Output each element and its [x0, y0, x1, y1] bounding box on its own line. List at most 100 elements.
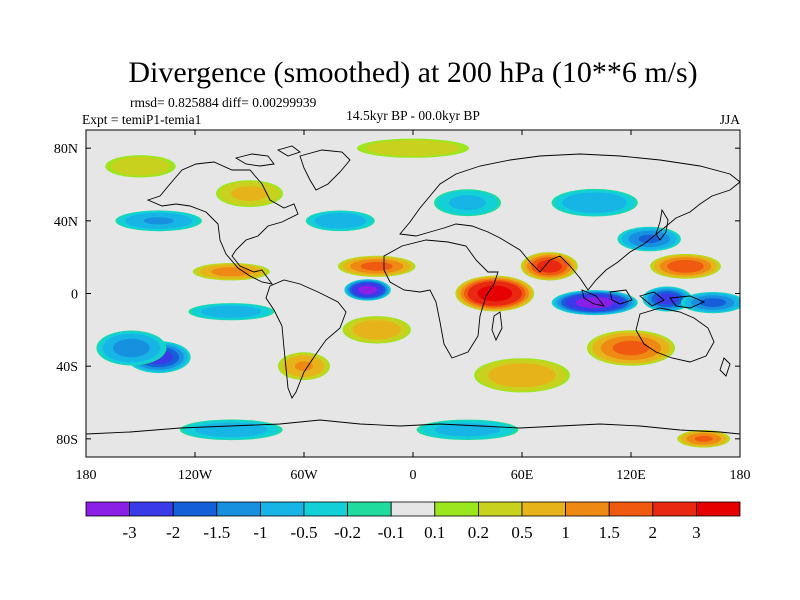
colorbar-swatch — [521, 501, 566, 517]
season-label: JJA — [720, 112, 741, 127]
y-tick-label: 40N — [54, 215, 78, 230]
colorbar: -3 -2 -1.5 -1 -0.5 -0.2 -0.1 0.1 0.2 0.5 1 1.5 2 3 — [85, 501, 741, 542]
contour-level — [110, 156, 171, 176]
colorbar-label: 1.5 — [599, 523, 620, 542]
colorbar-swatch — [303, 501, 348, 517]
divergence-feature — [96, 330, 167, 366]
stats-line: rmsd= 0.825884 diff= 0.00299939 — [130, 95, 317, 110]
contour-level — [352, 320, 401, 340]
y-tick-label: 0 — [71, 288, 78, 303]
contour-level — [656, 293, 679, 305]
divergence-feature — [278, 352, 330, 381]
contour-level — [112, 338, 150, 358]
colorbar-swatch — [696, 501, 741, 517]
contour-level — [201, 305, 262, 318]
x-tick-label: 60E — [511, 468, 534, 483]
coastline-north-america — [146, 161, 299, 285]
colorbar-swatch — [129, 501, 174, 517]
contour-level — [612, 340, 650, 356]
divergence-feature — [681, 292, 740, 314]
contour-level — [638, 234, 660, 244]
x-tick-label: 0 — [410, 468, 417, 483]
divergence-feature — [344, 279, 391, 301]
contour-level — [231, 186, 268, 202]
x-tick-label: 180 — [730, 468, 751, 483]
colorbar-label: -0.2 — [334, 523, 361, 542]
coastline-arctic-islands — [234, 145, 301, 167]
coastline-antarctica — [86, 419, 740, 435]
colorbar-label: 3 — [692, 523, 701, 542]
divergence-feature — [192, 263, 270, 281]
divergence-feature — [642, 286, 693, 312]
divergence-feature — [179, 419, 283, 441]
coastline-africa — [383, 239, 499, 359]
contour-level — [699, 298, 726, 307]
colorbar-label: -0.1 — [378, 523, 405, 542]
divergence-feature — [474, 358, 570, 393]
colorbar-swatch — [652, 501, 697, 517]
contour-level — [449, 195, 486, 211]
divergence-feature — [520, 252, 578, 281]
divergence-feature — [105, 155, 176, 178]
coastline-eurasia — [399, 153, 740, 291]
coastline-madagascar — [491, 311, 503, 342]
contour-level — [295, 361, 313, 372]
colorbar-swatch — [216, 501, 261, 517]
colorbar-label: 0.1 — [424, 523, 445, 542]
chart-title: Divergence (smoothed) at 200 hPa (10**6 … — [128, 56, 697, 89]
contour-level — [195, 422, 268, 437]
divergence-feature — [586, 330, 676, 366]
divergence-feature — [357, 138, 469, 158]
colorbar-label: -0.5 — [291, 523, 318, 542]
colorbar-label: -1.5 — [203, 523, 230, 542]
divergence-feature — [305, 210, 375, 232]
contour-level — [477, 285, 513, 302]
divergence-feature — [416, 419, 519, 440]
divergence-feature — [650, 253, 721, 279]
divergence-feature — [434, 189, 501, 217]
divergence-feature — [342, 316, 411, 344]
divergence-feature — [188, 303, 275, 321]
map-background — [86, 130, 740, 457]
divergence-feature — [617, 226, 681, 252]
colorbar-label: 0.5 — [511, 523, 532, 542]
y-tick-label: 80N — [54, 142, 78, 157]
map-area — [86, 130, 740, 457]
colorbar-label: -1 — [253, 523, 267, 542]
colorbar-label: 1 — [561, 523, 570, 542]
divergence-feature — [551, 290, 638, 316]
coastline-australia — [635, 307, 715, 363]
colorbar-label: 0.2 — [468, 523, 489, 542]
contour-level — [536, 260, 562, 273]
y-axis: 80N 40N 0 40S 80S — [54, 142, 740, 448]
contour-level — [667, 259, 704, 273]
y-tick-label: 40S — [56, 360, 78, 375]
coastline-greenland — [299, 149, 351, 191]
divergence-feature — [115, 210, 202, 232]
divergence-feature — [551, 188, 638, 217]
contour-level — [358, 285, 378, 295]
divergence-feature — [216, 180, 283, 208]
colorbar-label: -3 — [123, 523, 137, 542]
coastline-new-zealand — [719, 357, 731, 377]
colorbar-swatch — [477, 501, 523, 517]
colorbar-swatch — [608, 501, 654, 517]
y-tick-label: 80S — [56, 433, 78, 448]
contour-level — [488, 363, 556, 388]
contour-level — [360, 261, 393, 271]
divergence-feature — [677, 430, 731, 448]
colorbar-swatch — [434, 501, 479, 517]
divergence-feature — [337, 255, 416, 277]
contour-level — [562, 192, 627, 213]
contour-level — [143, 217, 174, 225]
colorbar-swatch — [565, 501, 610, 517]
contour-level — [575, 297, 614, 309]
contour-level — [365, 140, 461, 157]
contour-level — [211, 267, 252, 277]
coastline-maritime-continent — [581, 289, 706, 309]
x-tick-label: 120E — [616, 468, 646, 483]
divergence-field — [96, 138, 740, 448]
colorbar-swatch — [85, 501, 130, 517]
contour-level — [314, 213, 367, 229]
